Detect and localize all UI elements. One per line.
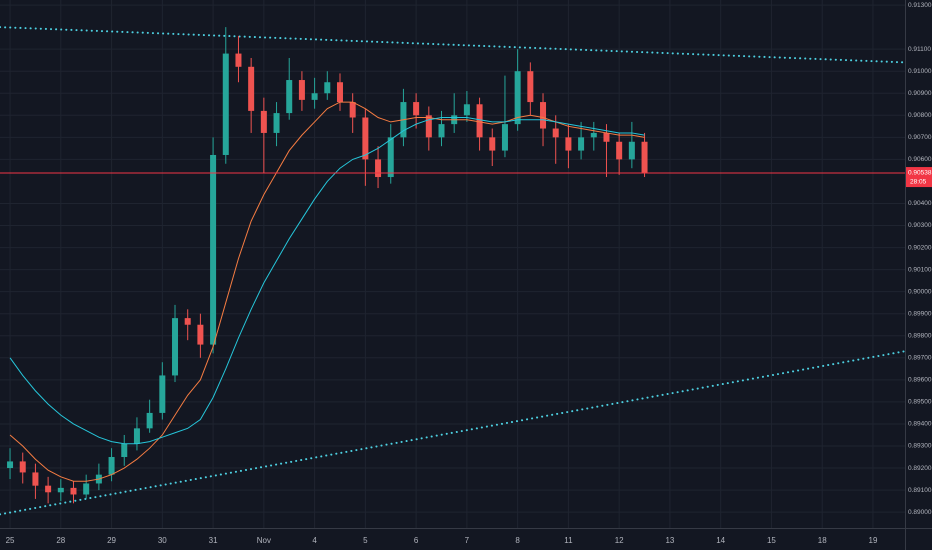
- x-tick-label: 7: [465, 536, 470, 545]
- trendline: [0, 350, 906, 516]
- x-tick-label: 15: [767, 536, 776, 545]
- candle-body: [70, 487, 77, 495]
- candle-body: [616, 141, 623, 160]
- y-tick-label: 0.89300: [908, 443, 932, 450]
- candle-body: [286, 80, 293, 114]
- x-tick-label: 11: [564, 536, 573, 545]
- candle-body: [108, 457, 115, 475]
- candle-body: [387, 137, 394, 178]
- countdown-label: 28:05: [910, 178, 927, 185]
- candle-body: [565, 137, 572, 151]
- candle-body: [641, 141, 648, 174]
- candle-body: [32, 472, 39, 486]
- y-tick-label: 0.90200: [908, 244, 932, 251]
- candle-body: [197, 324, 204, 345]
- candle-body: [413, 102, 420, 116]
- candle-body: [438, 124, 445, 138]
- candle-body: [501, 124, 508, 151]
- x-tick-label: 29: [107, 536, 116, 545]
- candle-body: [375, 159, 382, 178]
- candle-body: [57, 487, 64, 493]
- x-tick-label: 13: [665, 536, 674, 545]
- y-tick-label: 0.91000: [908, 68, 932, 75]
- candle-body: [184, 318, 191, 325]
- candle-body: [552, 128, 559, 138]
- x-tick-label: 6: [414, 536, 419, 545]
- y-tick-label: 0.89600: [908, 377, 932, 384]
- candle-body: [133, 428, 140, 444]
- x-tick-label: 12: [615, 536, 624, 545]
- candle-body: [603, 132, 610, 142]
- x-tick-label: 19: [869, 536, 878, 545]
- candle-body: [527, 71, 534, 103]
- candle-body: [578, 137, 585, 151]
- candle-body: [210, 154, 217, 345]
- y-tick-label: 0.90400: [908, 200, 932, 207]
- candle-body: [362, 117, 369, 160]
- moving-average-line: [9, 101, 645, 482]
- candle-body: [248, 66, 255, 111]
- y-tick-label: 0.89900: [908, 310, 932, 317]
- candle-body: [45, 485, 52, 493]
- y-tick-label: 0.90000: [908, 288, 932, 295]
- y-tick-label: 0.89500: [908, 399, 932, 406]
- candle-body: [273, 113, 280, 133]
- candle-body: [19, 461, 26, 473]
- x-tick-label: 28: [56, 536, 65, 545]
- candle-body: [235, 53, 242, 67]
- candle-body: [336, 82, 343, 103]
- candle-body: [540, 102, 547, 129]
- candle-body: [590, 132, 597, 138]
- y-tick-label: 0.89200: [908, 465, 932, 472]
- trendline: [0, 26, 906, 64]
- x-tick-label: Nov: [257, 536, 271, 545]
- y-tick-label: 0.89100: [908, 487, 932, 494]
- candle-body: [489, 137, 496, 151]
- x-tick-label: 25: [6, 536, 15, 545]
- candle-body: [7, 461, 14, 469]
- last-price-label: 0.90538: [908, 169, 932, 176]
- y-tick-label: 0.89700: [908, 355, 932, 362]
- candle-body: [349, 102, 356, 118]
- candle-body: [311, 93, 318, 100]
- y-tick-label: 0.89400: [908, 421, 932, 428]
- candle-body: [83, 483, 90, 495]
- candle-body: [425, 115, 432, 138]
- candle-body: [172, 318, 179, 376]
- y-tick-label: 0.90900: [908, 90, 932, 97]
- candle-body: [222, 53, 229, 155]
- y-tick-label: 0.91300: [908, 2, 932, 9]
- candle-body: [324, 82, 331, 94]
- candle-body: [121, 443, 128, 458]
- y-tick-label: 0.90800: [908, 112, 932, 119]
- x-tick-label: 18: [818, 536, 827, 545]
- candle-body: [476, 104, 483, 138]
- last-price-label-bg: [906, 167, 932, 188]
- y-tick-label: 0.89000: [908, 509, 932, 516]
- x-tick-label: 8: [515, 536, 520, 545]
- candle-body: [463, 104, 470, 116]
- candle-body: [260, 110, 267, 133]
- candle-body: [628, 141, 635, 160]
- x-tick-label: 31: [209, 536, 218, 545]
- candle-body: [146, 412, 153, 429]
- y-tick-label: 0.90100: [908, 266, 932, 273]
- candle-body: [298, 80, 305, 100]
- moving-average-line: [9, 117, 645, 445]
- y-tick-label: 0.90700: [908, 134, 932, 141]
- x-tick-label: 14: [716, 536, 725, 545]
- x-tick-label: 30: [158, 536, 167, 545]
- y-tick-label: 0.90600: [908, 156, 932, 163]
- y-tick-label: 0.89800: [908, 332, 932, 339]
- x-tick-label: 5: [363, 536, 368, 545]
- y-tick-label: 0.90300: [908, 222, 932, 229]
- y-tick-label: 0.91100: [908, 46, 931, 53]
- candle-body: [514, 71, 521, 125]
- x-tick-label: 4: [312, 536, 317, 545]
- candle-body: [159, 375, 166, 413]
